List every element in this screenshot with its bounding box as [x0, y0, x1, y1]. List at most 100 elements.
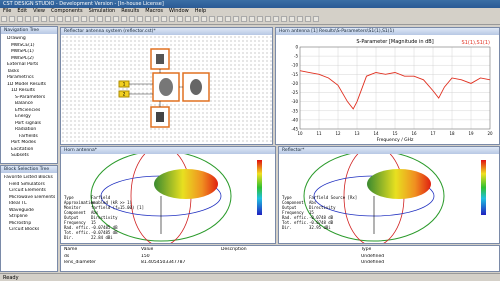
line-series [299, 70, 491, 110]
status-bar: Ready [0, 273, 500, 281]
menu-item[interactable]: Simulation [88, 8, 116, 14]
x-tick-label: 10 [297, 131, 303, 136]
info-label: Tot. effic. [282, 220, 309, 225]
schematic-window: Reflector antenna system (reflector.cst)… [60, 27, 273, 145]
port-label: 2 [123, 92, 126, 98]
tool-button[interactable] [153, 16, 159, 22]
column-header: Description [221, 247, 247, 252]
navigation-tree: Navigation Tree Drawing MWSCE(1) MWSPL(1) MW… [0, 26, 58, 164]
tool-button[interactable] [257, 16, 263, 22]
tool-button[interactable] [193, 16, 199, 22]
x-tick-label: 14 [373, 131, 379, 136]
tool-button[interactable] [169, 16, 175, 22]
tool-button[interactable] [265, 16, 271, 22]
tool-button[interactable] [113, 16, 119, 22]
x-tick-label: 19 [468, 131, 474, 136]
tool-button[interactable] [233, 16, 239, 22]
tool-button[interactable] [209, 16, 215, 22]
toolbar [0, 15, 500, 25]
tree-item: Stripline [9, 214, 28, 219]
cell: Undefined [361, 254, 385, 259]
menu-item[interactable]: Results [121, 8, 140, 14]
tool-button[interactable] [105, 16, 111, 22]
tool-button[interactable] [25, 16, 31, 22]
menu-item[interactable]: View [33, 8, 45, 14]
tool-button[interactable] [145, 16, 151, 22]
tool-button[interactable] [81, 16, 87, 22]
tree-item: External Ports [7, 62, 39, 67]
tree-item: Port Modes [11, 140, 36, 145]
y-tick-label: -5 [294, 54, 298, 59]
tool-button[interactable] [185, 16, 191, 22]
tool-button[interactable] [201, 16, 207, 22]
tool-button[interactable] [273, 16, 279, 22]
tool-button[interactable] [249, 16, 255, 22]
tree-item: S-Parameters [15, 94, 46, 100]
menu-item[interactable]: Help [194, 8, 207, 14]
menu-item[interactable]: Macros [145, 8, 164, 14]
block-icon [159, 78, 173, 96]
x-tick-label: 20 [487, 131, 493, 136]
tool-button[interactable] [161, 16, 167, 22]
tree-item: Circuit Elements [9, 188, 46, 193]
tool-button[interactable] [177, 16, 183, 22]
horn-window: Horn antenna* Type Farfield Approximation e… [60, 146, 276, 244]
tool-button[interactable] [137, 16, 143, 22]
column-header: Type [361, 247, 372, 252]
y-tick-label: -20 [291, 81, 298, 86]
tree-item: Balance [15, 101, 33, 106]
tool-button[interactable] [121, 16, 127, 22]
info-label: Dir. [64, 235, 74, 240]
tool-button[interactable] [9, 16, 15, 22]
tool-button[interactable] [313, 16, 319, 22]
menu-item[interactable]: Components [50, 8, 83, 14]
tree-item: Port signals [15, 120, 42, 126]
info-value: -0.07485 dB [91, 225, 118, 230]
tree-item: Drawing [7, 36, 26, 41]
tool-button[interactable] [49, 16, 55, 22]
plot-frame [299, 46, 491, 130]
column-header: Value [141, 247, 154, 252]
tool-button[interactable] [297, 16, 303, 22]
tool-button[interactable] [57, 16, 63, 22]
info-label: Rad. effic. [282, 215, 309, 220]
tool-button[interactable] [1, 16, 7, 22]
window-title: Reflector* [279, 147, 499, 154]
tool-button[interactable] [129, 16, 135, 22]
menu-bar: File Edit View Components Simulation Results M… [0, 8, 500, 15]
y-tick-label: -25 [291, 90, 298, 95]
info-value: 22.84 dBi [91, 235, 113, 240]
info-value: Directivity [309, 205, 336, 210]
info-value: Directivity [91, 215, 118, 220]
info-value: farfield (f=15.00) [1] [91, 205, 144, 210]
y-tick-label: -15 [291, 72, 298, 77]
info-label: Output [64, 215, 79, 220]
tool-button[interactable] [97, 16, 103, 22]
tree-item: MWSCE(1) [11, 42, 35, 48]
tool-button[interactable] [305, 16, 311, 22]
tool-button[interactable] [73, 16, 79, 22]
tool-button[interactable] [89, 16, 95, 22]
tree-item: Farfields [19, 133, 38, 139]
block-icon [156, 112, 164, 122]
tool-button[interactable] [217, 16, 223, 22]
info-label: Dir. [282, 225, 292, 230]
info-label: Type [64, 195, 74, 200]
tool-button[interactable] [65, 16, 71, 22]
tool-button[interactable] [225, 16, 231, 22]
tool-button[interactable] [33, 16, 39, 22]
tree-item: Field Simulators [9, 181, 45, 187]
tool-button[interactable] [289, 16, 295, 22]
x-tick-label: 16 [411, 131, 417, 136]
tool-button[interactable] [41, 16, 47, 22]
menu-item[interactable]: Window [169, 8, 189, 14]
menu-item[interactable]: File [3, 8, 12, 14]
tool-button[interactable] [281, 16, 287, 22]
info-label: Component [282, 200, 304, 205]
y-tick-label: 0 [295, 45, 298, 50]
tree-item: Microwave Elements [9, 194, 56, 200]
tool-button[interactable] [17, 16, 23, 22]
plot-window: Horn antenna [1] Results\S-Parameters\S1… [275, 27, 500, 145]
tool-button[interactable] [241, 16, 247, 22]
menu-item[interactable]: Edit [17, 8, 28, 14]
